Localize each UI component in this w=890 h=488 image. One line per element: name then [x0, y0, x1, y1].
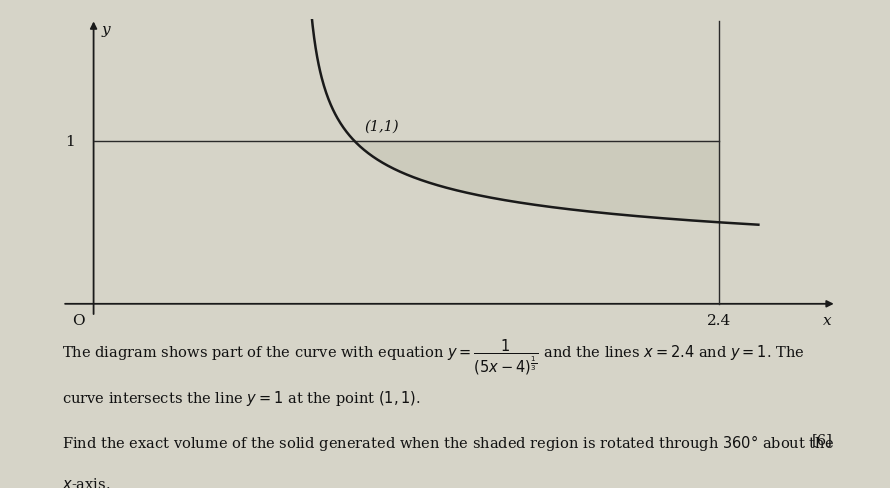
Text: y: y [101, 23, 110, 37]
Text: Find the exact volume of the solid generated when the shaded region is rotated t: Find the exact volume of the solid gener… [62, 432, 835, 452]
Text: curve intersects the line $y = 1$ at the point $(1, 1)$.: curve intersects the line $y = 1$ at the… [62, 388, 421, 407]
Text: 2.4: 2.4 [708, 313, 732, 327]
Text: (1,1): (1,1) [365, 120, 400, 133]
Text: x: x [822, 313, 831, 327]
Text: 1: 1 [66, 135, 76, 148]
Text: [6]: [6] [812, 432, 832, 446]
Text: O: O [71, 313, 85, 327]
Text: $x$-axis.: $x$-axis. [62, 476, 110, 488]
Text: The diagram shows part of the curve with equation $y = \dfrac{1}{(5x-4)^{\frac{1: The diagram shows part of the curve with… [62, 337, 805, 376]
